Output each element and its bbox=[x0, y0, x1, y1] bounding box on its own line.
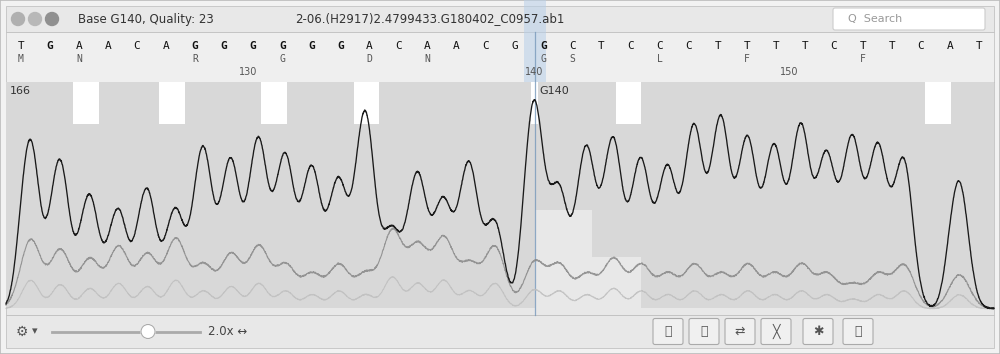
Text: G: G bbox=[541, 54, 546, 64]
Text: T: T bbox=[772, 41, 779, 51]
Text: T: T bbox=[714, 41, 721, 51]
Text: C: C bbox=[656, 41, 663, 51]
FancyBboxPatch shape bbox=[725, 319, 755, 344]
Text: 🎤: 🎤 bbox=[700, 325, 708, 338]
FancyBboxPatch shape bbox=[689, 319, 719, 344]
Text: T: T bbox=[743, 41, 750, 51]
Text: N: N bbox=[424, 54, 430, 64]
Text: ⚙: ⚙ bbox=[16, 325, 28, 338]
Text: C: C bbox=[482, 41, 489, 51]
FancyBboxPatch shape bbox=[653, 319, 683, 344]
Text: N: N bbox=[76, 54, 82, 64]
Text: T: T bbox=[598, 41, 605, 51]
Text: ▾: ▾ bbox=[32, 326, 38, 337]
Text: C: C bbox=[918, 41, 924, 51]
Text: S: S bbox=[570, 54, 576, 64]
Text: G: G bbox=[47, 41, 53, 51]
Bar bbox=[6, 6, 994, 32]
Bar bbox=[524, 0, 546, 82]
Text: R: R bbox=[192, 54, 198, 64]
FancyBboxPatch shape bbox=[833, 8, 985, 30]
Bar bbox=[6, 82, 535, 308]
Bar bbox=[925, 82, 994, 308]
Circle shape bbox=[12, 12, 24, 25]
Text: G: G bbox=[192, 41, 199, 51]
Text: 2.0x ↔: 2.0x ↔ bbox=[208, 325, 247, 338]
Text: F: F bbox=[860, 54, 866, 64]
Circle shape bbox=[28, 12, 42, 25]
Text: 166: 166 bbox=[10, 86, 31, 96]
Bar bbox=[616, 82, 641, 124]
Text: M: M bbox=[18, 54, 24, 64]
Text: 📋: 📋 bbox=[664, 325, 672, 338]
Text: ⓘ: ⓘ bbox=[854, 325, 862, 338]
Text: C: C bbox=[627, 41, 634, 51]
Text: G140: G140 bbox=[540, 86, 569, 96]
Text: C: C bbox=[569, 41, 576, 51]
Text: ⇄: ⇄ bbox=[735, 325, 745, 338]
Text: F: F bbox=[744, 54, 750, 64]
Text: ╳: ╳ bbox=[772, 324, 780, 339]
Text: T: T bbox=[860, 41, 866, 51]
Text: ✱: ✱ bbox=[813, 325, 823, 338]
Text: G: G bbox=[279, 54, 285, 64]
Text: A: A bbox=[76, 41, 82, 51]
Text: G: G bbox=[250, 41, 257, 51]
Text: 2-06.(H2917)2.4799433.G180402_C0957.ab1: 2-06.(H2917)2.4799433.G180402_C0957.ab1 bbox=[295, 12, 565, 25]
Bar bbox=[535, 82, 592, 210]
Text: A: A bbox=[163, 41, 170, 51]
Text: 130: 130 bbox=[239, 67, 257, 77]
Bar bbox=[73, 82, 99, 124]
Text: T: T bbox=[18, 41, 24, 51]
Bar bbox=[6, 32, 994, 82]
Text: G: G bbox=[337, 41, 344, 51]
Text: G: G bbox=[511, 41, 518, 51]
FancyBboxPatch shape bbox=[803, 319, 833, 344]
Bar bbox=[789, 82, 925, 308]
Text: G: G bbox=[221, 41, 228, 51]
Text: C: C bbox=[685, 41, 692, 51]
Text: Base G140, Quality: 23: Base G140, Quality: 23 bbox=[78, 12, 214, 25]
Bar bbox=[6, 315, 994, 348]
Bar bbox=[159, 82, 185, 124]
Text: 150: 150 bbox=[780, 67, 799, 77]
Text: A: A bbox=[453, 41, 460, 51]
Text: D: D bbox=[366, 54, 372, 64]
Text: C: C bbox=[830, 41, 837, 51]
Bar bbox=[641, 82, 789, 308]
Text: G: G bbox=[308, 41, 315, 51]
FancyBboxPatch shape bbox=[843, 319, 873, 344]
Text: A: A bbox=[366, 41, 373, 51]
Text: A: A bbox=[424, 41, 431, 51]
Text: C: C bbox=[395, 41, 402, 51]
Text: G: G bbox=[279, 41, 286, 51]
Text: A: A bbox=[947, 41, 953, 51]
Bar bbox=[354, 82, 379, 124]
Text: T: T bbox=[976, 41, 982, 51]
Text: C: C bbox=[134, 41, 140, 51]
Text: L: L bbox=[657, 54, 663, 64]
Bar bbox=[925, 82, 951, 124]
Text: Q  Search: Q Search bbox=[848, 14, 902, 24]
Bar bbox=[592, 82, 641, 257]
Bar bbox=[6, 82, 994, 315]
Text: T: T bbox=[889, 41, 895, 51]
Circle shape bbox=[46, 12, 58, 25]
Circle shape bbox=[141, 325, 155, 338]
Bar bbox=[531, 82, 538, 124]
Text: A: A bbox=[105, 41, 111, 51]
FancyBboxPatch shape bbox=[761, 319, 791, 344]
Bar bbox=[261, 82, 287, 124]
Text: G: G bbox=[540, 41, 547, 51]
Text: 140: 140 bbox=[525, 67, 544, 77]
Text: T: T bbox=[801, 41, 808, 51]
